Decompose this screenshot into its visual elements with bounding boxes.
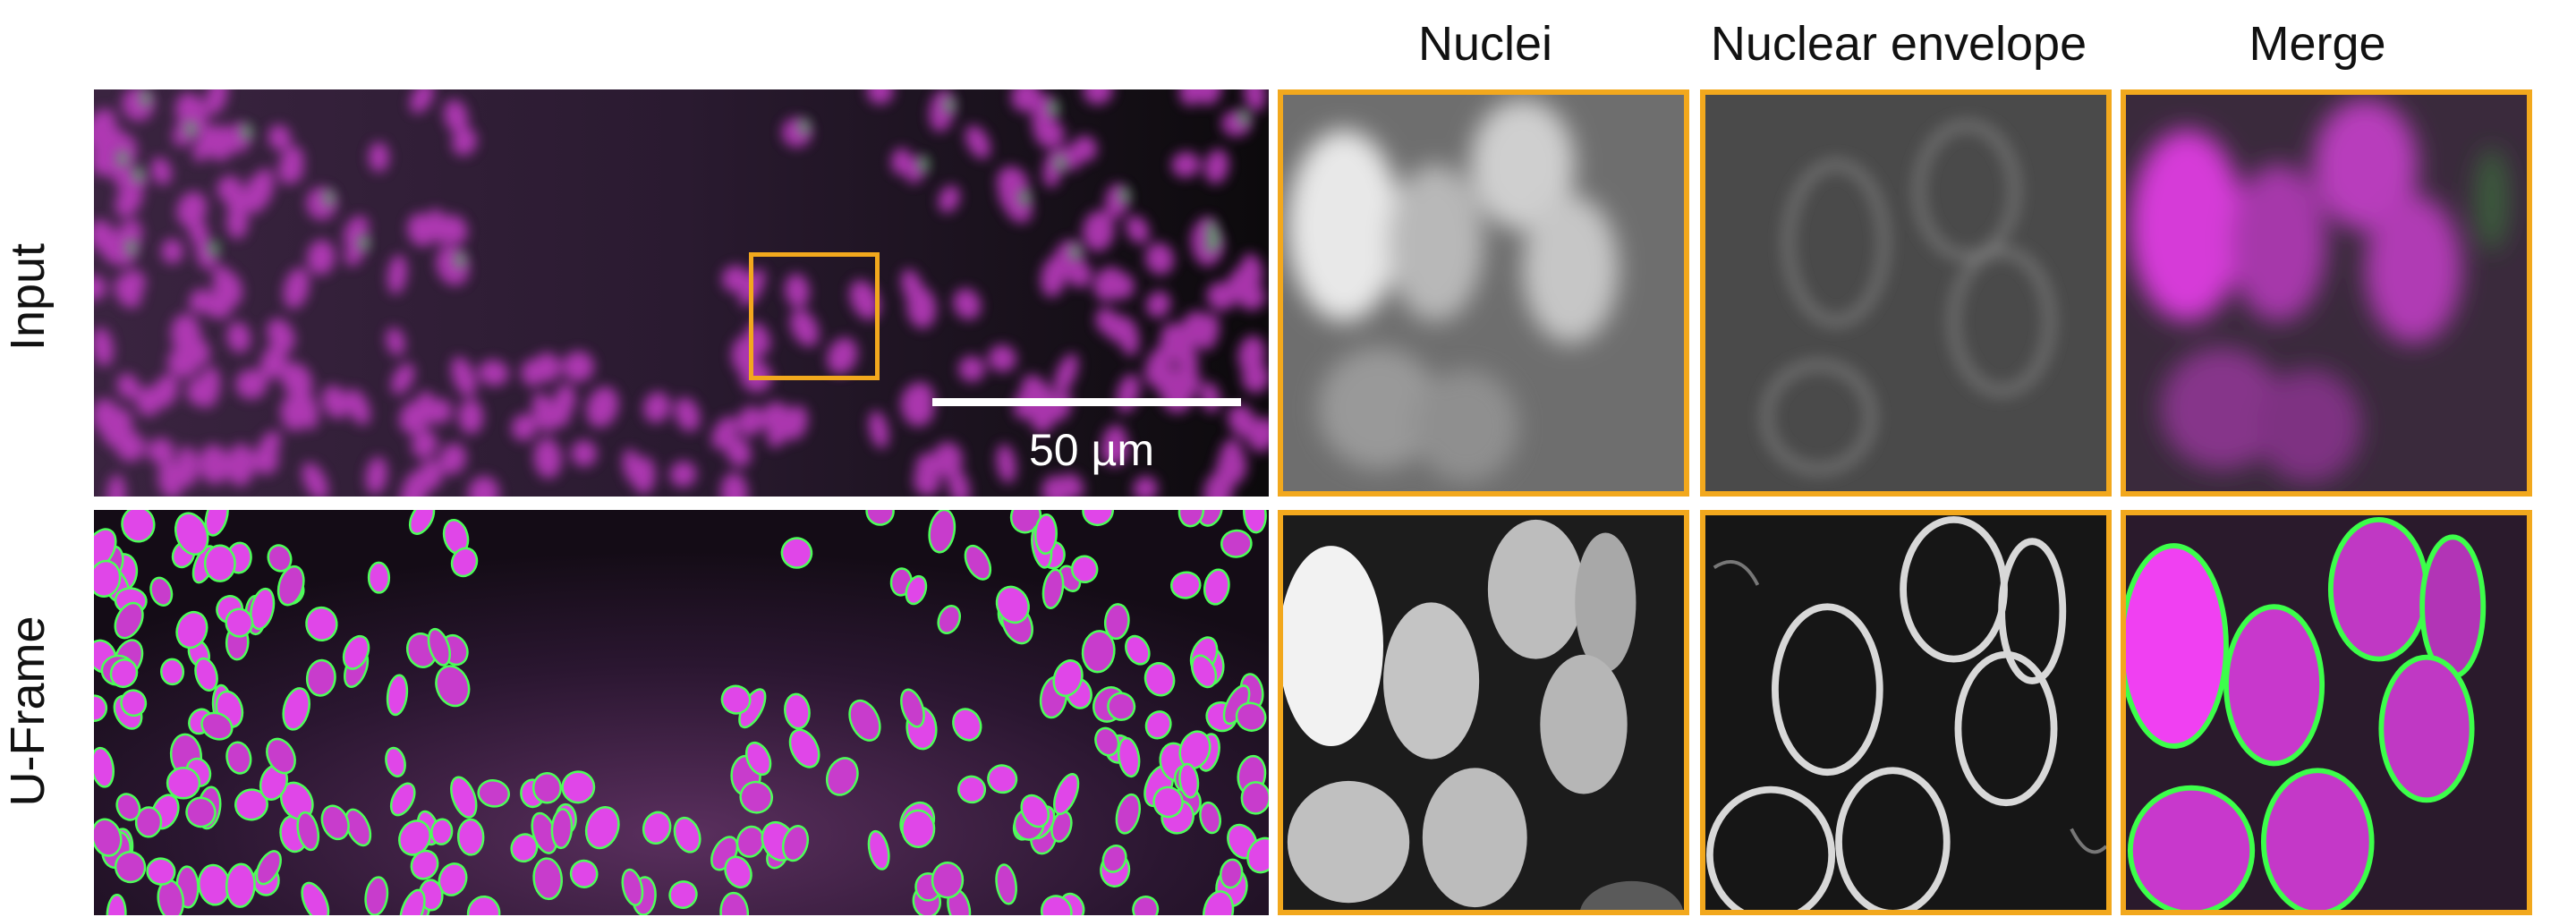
column-header-merge: Merge [2249,17,2386,71]
column-header-nuclear-envelope: Nuclear envelope [1710,17,2087,71]
column-header-nuclei: Nuclei [1417,17,1553,71]
scale-bar [932,398,1241,406]
u-frame-nuclei-zoom [1278,510,1689,915]
u-frame-overview-image [94,510,1269,915]
input-merge-zoom [2121,89,2532,497]
scale-bar-label: 50 µm [1029,425,1154,475]
input-nuclei-zoom [1278,89,1689,497]
input-nuclear-envelope-zoom [1700,89,2112,497]
roi-selection-box [749,252,880,380]
row-label-u-frame: U-Frame [1,616,55,807]
u-frame-merge-zoom [2121,510,2532,915]
row-label-input: Input [1,242,55,352]
input-overview-image [94,89,1269,497]
u-frame-nuclear-envelope-zoom [1700,510,2112,915]
